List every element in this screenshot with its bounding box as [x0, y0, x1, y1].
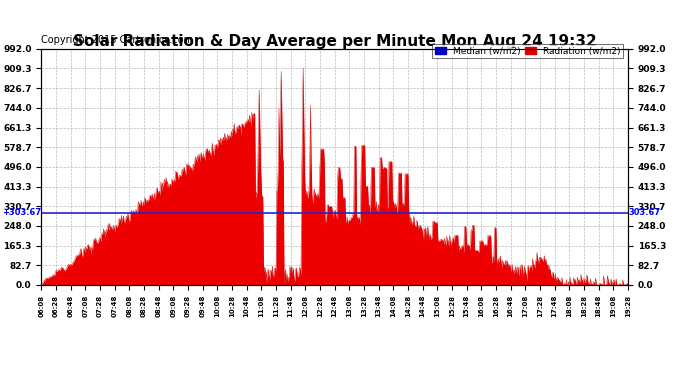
- Text: 303.67: 303.67: [629, 208, 660, 217]
- Legend: Median (w/m2), Radiation (w/m2): Median (w/m2), Radiation (w/m2): [432, 44, 623, 58]
- Text: Copyright 2015 Cartronics.com: Copyright 2015 Cartronics.com: [41, 35, 193, 45]
- Text: +303.67: +303.67: [1, 208, 41, 217]
- Title: Solar Radiation & Day Average per Minute Mon Aug 24 19:32: Solar Radiation & Day Average per Minute…: [72, 34, 597, 49]
